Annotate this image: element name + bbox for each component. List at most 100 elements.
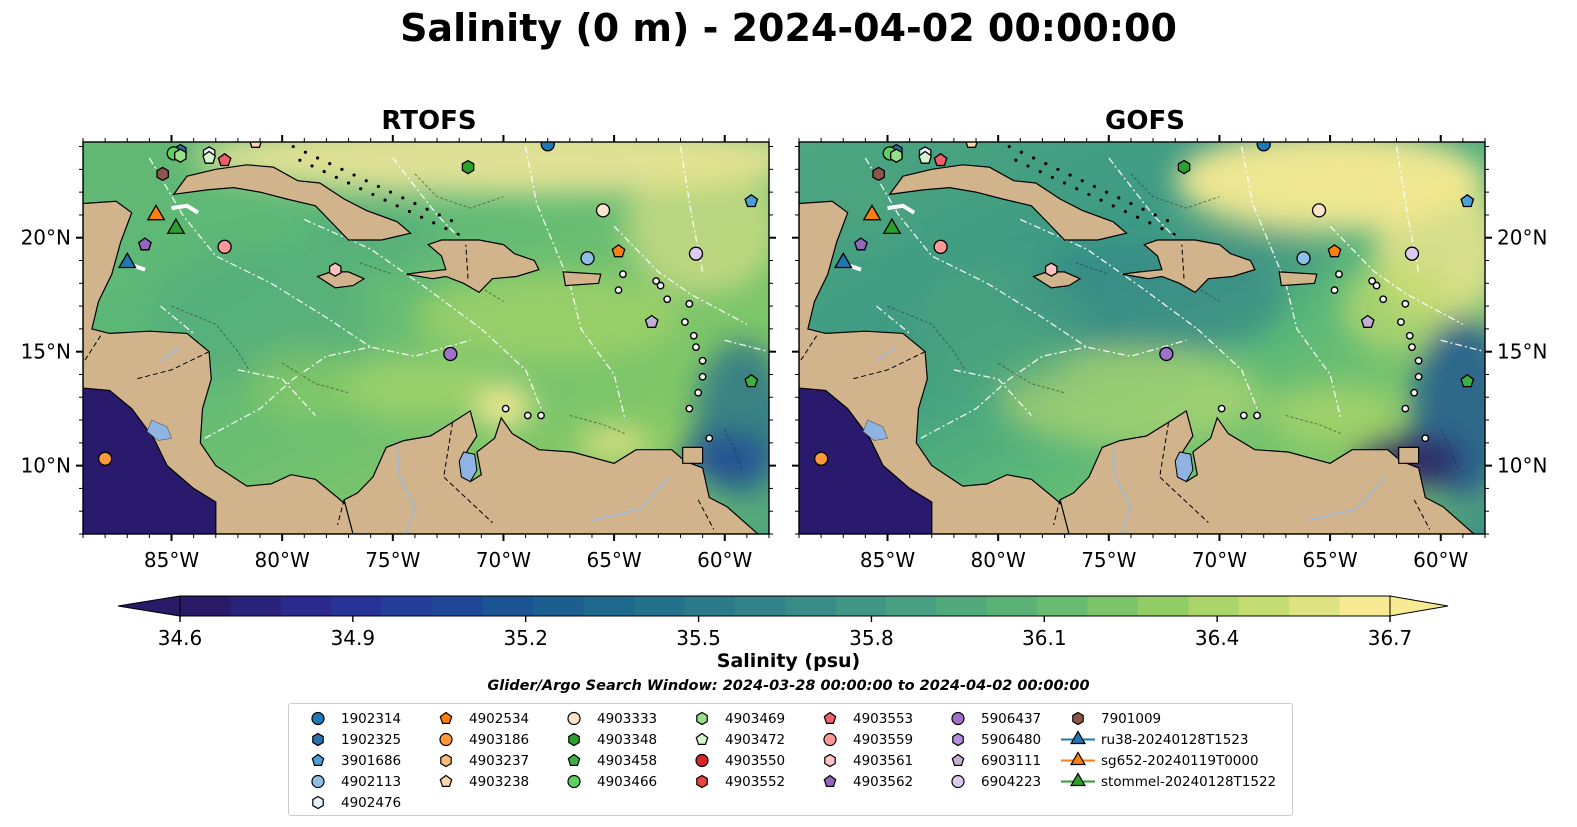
float-marker-7901009[interactable]: [156, 166, 169, 182]
float-marker-4903469[interactable]: [174, 148, 187, 163]
small-island: [698, 356, 707, 365]
bahamas-speckle: [437, 213, 441, 217]
float-marker-1902314[interactable]: [1256, 138, 1271, 152]
colorbar-tick-label: 36.7: [1368, 626, 1413, 650]
float-marker-4903472[interactable]: [202, 150, 217, 164]
float-marker-4903562[interactable]: [854, 237, 868, 251]
legend-label: 4903238: [469, 773, 530, 790]
legend-item: 4903333: [555, 708, 657, 729]
float-marker-4902113[interactable]: [1296, 251, 1311, 266]
bahamas-speckle: [1148, 221, 1152, 225]
float-marker-4903469[interactable]: [890, 148, 903, 163]
float-marker-4903458[interactable]: [1460, 373, 1475, 388]
eez-boundary: [613, 225, 748, 325]
colorbar-segment: [1188, 596, 1240, 616]
small-island: [1330, 286, 1339, 295]
float-marker-6904223[interactable]: [1404, 246, 1420, 261]
bahamas-speckle: [1172, 232, 1176, 236]
float-marker-6903111[interactable]: [644, 314, 659, 328]
colorbar-segment: [885, 596, 937, 616]
eez-boundary: [148, 157, 272, 284]
glider-marker-stommel[interactable]: [166, 217, 186, 235]
legend-item: ru38-20240128T1523: [1059, 729, 1276, 750]
bathymetry-contour: [1285, 415, 1342, 435]
legend-marker-icon: [439, 711, 453, 724]
colorbar-tick-label: 36.1: [1022, 626, 1067, 650]
small-island: [1372, 281, 1381, 290]
small-island: [692, 343, 700, 352]
colorbar-segment: [986, 596, 1038, 616]
float-marker-4903186[interactable]: [813, 451, 829, 466]
float-marker-4903559[interactable]: [933, 239, 948, 254]
float-marker-4903561[interactable]: [328, 262, 342, 277]
legend-label: 4903553: [853, 710, 914, 727]
salinity-patch: [578, 429, 650, 457]
eez-boundary: [204, 346, 371, 439]
float-marker-5906437[interactable]: [443, 346, 458, 362]
float-marker-6903111[interactable]: [1360, 314, 1375, 328]
legend-item: 6904223: [939, 771, 1041, 792]
glider-marker-ru38[interactable]: [833, 252, 853, 269]
float-marker-5906437[interactable]: [1159, 346, 1174, 362]
pacific-ocean: [799, 388, 932, 534]
float-marker-4903238[interactable]: [249, 136, 262, 148]
figure-title: Salinity (0 m) - 2024-04-02 00:00:00: [400, 6, 1177, 50]
salinity-patch: [193, 142, 769, 195]
float-marker-7901009[interactable]: [872, 166, 885, 182]
float-marker-3901686[interactable]: [1460, 194, 1475, 208]
map-panel-rtofs[interactable]: 85°W 80°W 75°W 70°W 65°W 60°W 10°N 15°N 20°N: [21, 121, 814, 572]
glider-marker-sg652[interactable]: [146, 204, 166, 221]
small-island: [1368, 277, 1377, 285]
legend-column: 4903553 4903559 4903561 4903562: [811, 708, 913, 792]
small-island: [685, 404, 694, 413]
panel-title-rtofs: RTOFS: [381, 106, 477, 136]
legend-marker-icon: [951, 753, 965, 766]
float-marker-4902534[interactable]: [611, 244, 626, 258]
colorbar-tick-label: 36.4: [1195, 626, 1240, 650]
legend-label: 4903466: [597, 773, 658, 790]
bahamas-speckle: [401, 196, 405, 200]
float-marker-4903561[interactable]: [1044, 262, 1058, 277]
float-marker-4903333[interactable]: [1311, 203, 1327, 218]
eez-boundary: [480, 328, 542, 409]
map-frame: [798, 141, 1486, 535]
colorbar-tick-label: 35.5: [676, 626, 721, 650]
float-marker-4903186[interactable]: [97, 451, 113, 466]
bahamas-speckle: [1153, 213, 1157, 217]
country-border: [799, 335, 818, 364]
small-island: [685, 299, 694, 308]
float-marker-4903562[interactable]: [138, 237, 152, 251]
float-marker-4903333[interactable]: [595, 203, 611, 218]
float-marker-4903559[interactable]: [217, 239, 232, 254]
legend-item: 4903552: [683, 771, 785, 792]
float-marker-4902113[interactable]: [580, 251, 595, 266]
legend-item: 4903237: [427, 750, 529, 771]
map-panel-gofs[interactable]: 85°W 80°W 75°W 70°W 65°W 60°W 10°N 15°N 20°N: [792, 131, 1547, 572]
legend-item: 4903458: [555, 750, 657, 771]
bahamas-speckle: [1014, 158, 1018, 162]
glider-marker-ru38[interactable]: [117, 252, 137, 269]
float-marker-4902534[interactable]: [1327, 244, 1342, 258]
small-island: [1217, 404, 1226, 413]
float-marker-4903553[interactable]: [933, 152, 948, 167]
float-marker-4903458[interactable]: [744, 373, 759, 388]
search-window-text: Glider/Argo Search Window: 2024-03-28 00…: [487, 678, 1090, 694]
legend-label: 4903550: [725, 752, 786, 769]
legend-label: 4902476: [341, 794, 402, 811]
glider-marker-stommel[interactable]: [882, 217, 902, 235]
legend-label: 4903348: [597, 731, 658, 748]
float-marker-4903238[interactable]: [965, 136, 978, 148]
eez-boundary: [953, 369, 1032, 416]
legend-marker-icon: [567, 774, 581, 789]
float-marker-4903348[interactable]: [461, 159, 475, 175]
lat-tick-label: 20°N: [21, 226, 71, 250]
glider-marker-sg652[interactable]: [862, 204, 882, 221]
float-marker-1902314[interactable]: [540, 138, 555, 152]
float-marker-4903472[interactable]: [918, 150, 933, 164]
float-marker-4903553[interactable]: [217, 152, 232, 167]
float-marker-3901686[interactable]: [744, 194, 759, 208]
float-marker-4903348[interactable]: [1177, 159, 1191, 175]
float-marker-6904223[interactable]: [688, 246, 704, 261]
lake-nicaragua: [146, 419, 172, 441]
country-border: [851, 351, 926, 380]
